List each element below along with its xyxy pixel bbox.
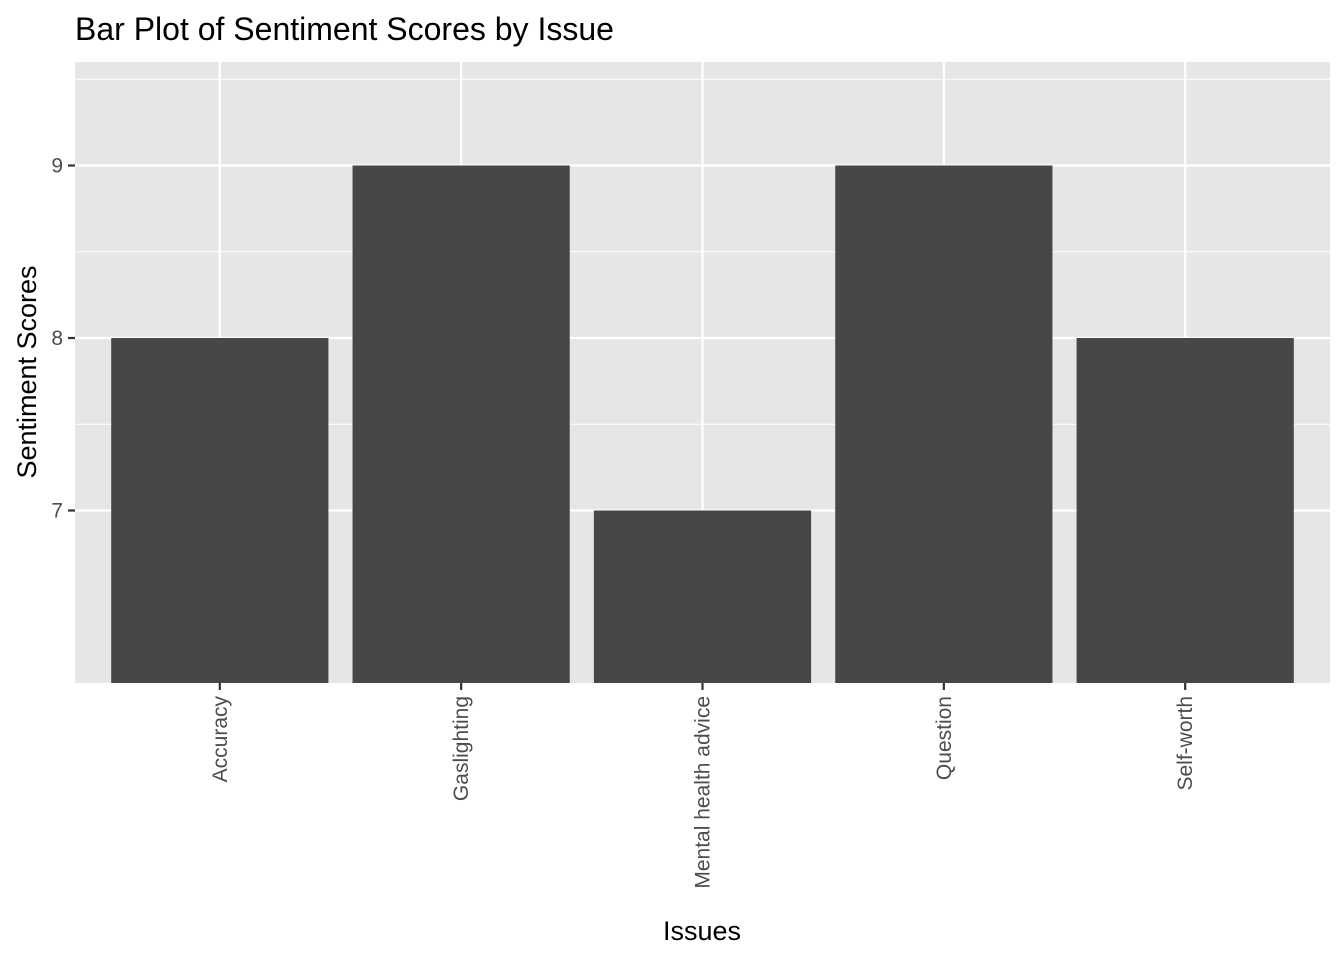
bar: [352, 165, 570, 683]
x-axis-title: Issues: [663, 916, 741, 946]
y-axis-ticks: 7 8 9: [51, 155, 75, 523]
y-axis-title: Sentiment Scores: [12, 265, 42, 478]
bar: [1076, 338, 1294, 683]
chart-title: Bar Plot of Sentiment Scores by Issue: [75, 11, 614, 47]
bars: [111, 165, 1294, 683]
x-axis-ticks: Accuracy Gaslighting Mental health advice Q…: [209, 683, 1197, 889]
bar: [111, 338, 329, 683]
y-tick-label: 7: [51, 500, 63, 523]
bar: [835, 165, 1053, 683]
x-tick-label: Question: [933, 696, 956, 780]
x-tick-label: Accuracy: [209, 696, 232, 783]
y-tick-label: 9: [51, 155, 63, 178]
y-tick-label: 8: [51, 327, 63, 350]
x-tick-label: Mental health advice: [692, 696, 715, 889]
x-tick-label: Self-worth: [1174, 696, 1197, 791]
bar: [593, 510, 812, 683]
x-tick-label: Gaslighting: [450, 696, 473, 801]
